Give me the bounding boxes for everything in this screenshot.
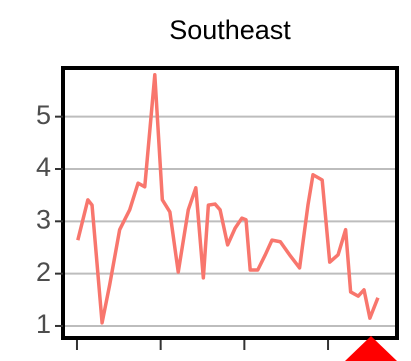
marks bbox=[76, 73, 380, 325]
y-tick-label: 5 bbox=[36, 100, 51, 130]
y-tick-label: 4 bbox=[36, 152, 51, 182]
grid bbox=[63, 115, 397, 327]
y-tick-label: 1 bbox=[36, 309, 51, 339]
chart-title: Southeast bbox=[169, 15, 291, 45]
cursor-triangle bbox=[345, 336, 397, 361]
data-line bbox=[76, 73, 380, 325]
y-tick-label: 2 bbox=[36, 257, 51, 287]
plot-frame bbox=[61, 66, 399, 340]
y-tick-label: 3 bbox=[36, 204, 51, 234]
